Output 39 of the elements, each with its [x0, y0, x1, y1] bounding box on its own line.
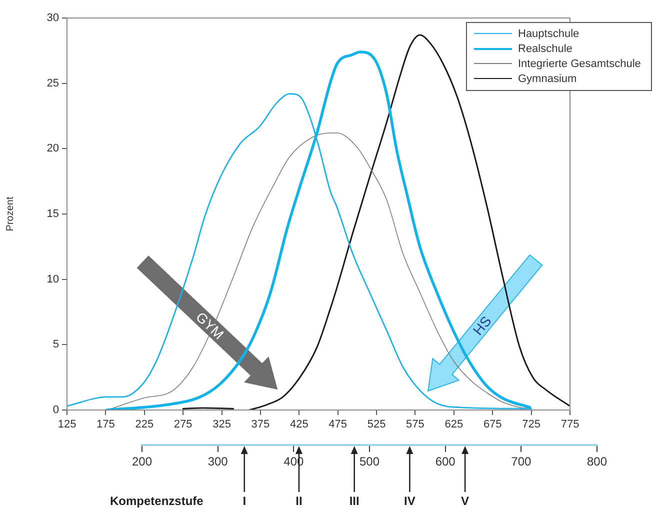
legend-label: Realschule	[518, 42, 572, 54]
x-tick-label: 125	[58, 418, 76, 431]
x-tick-label: 725	[522, 418, 540, 431]
x2-tick-label: 200	[132, 454, 152, 469]
x2-tick-label: 600	[435, 454, 456, 469]
x-tick-label: 775	[560, 418, 580, 431]
ref-line-label: III	[349, 494, 360, 508]
x-tick-label: 175	[96, 418, 115, 431]
x2-tick-label: 700	[511, 454, 532, 469]
y-tick-label: 30	[46, 12, 59, 24]
x-tick-label: 325	[212, 418, 231, 431]
y-tick-label: 10	[46, 273, 59, 286]
ref-line-label: II	[296, 494, 302, 508]
x-tick-label: 475	[328, 418, 348, 431]
x-tick-label: 425	[290, 418, 308, 431]
ref-line-label: V	[461, 494, 470, 508]
y-tick-label: 0	[52, 404, 59, 416]
x-tick-label: 525	[367, 418, 386, 431]
ref-line-label: IV	[404, 494, 416, 508]
y-tick-label: 20	[46, 142, 59, 155]
y-tick-label: 15	[46, 208, 59, 220]
x-tick-label: 225	[135, 418, 154, 431]
x-tick-label: 275	[174, 418, 192, 431]
y-tick-label: 5	[52, 338, 59, 351]
x-tick-label: 375	[251, 418, 270, 431]
y-tick-label: 25	[46, 77, 59, 90]
annotation: HS	[470, 312, 494, 338]
legend-label: Hauptschule	[518, 28, 580, 40]
ref-line-label: I	[242, 494, 246, 508]
legend-label: Gymnasium	[518, 72, 577, 84]
x-tick-label: 625	[444, 418, 464, 431]
x-tick-label: 575	[406, 418, 424, 431]
y-axis-title: Prozent	[4, 196, 16, 232]
x2-tick-label: 800	[586, 454, 608, 469]
x-tick-label: 675	[483, 418, 502, 431]
x2-tick-label: 500	[359, 454, 380, 469]
text: Kompetenzstufe	[110, 494, 204, 508]
legend-label: Integrierte Gesamtschule	[518, 58, 641, 70]
x2-tick-label: 300	[208, 454, 228, 469]
